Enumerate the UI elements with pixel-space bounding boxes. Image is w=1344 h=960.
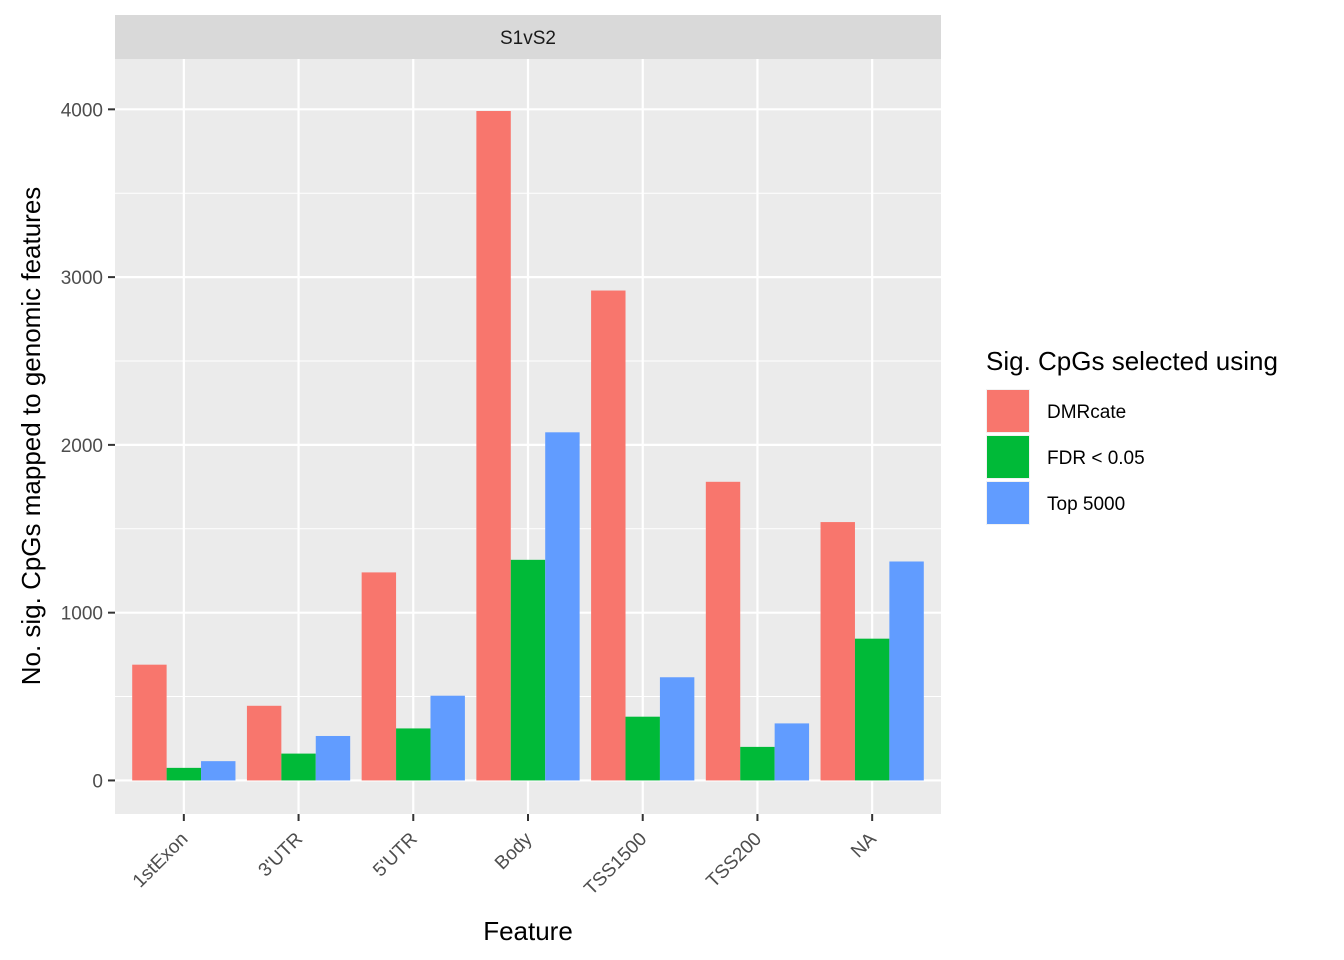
legend-key (987, 390, 1029, 432)
y-tick-label: 4000 (61, 100, 103, 121)
bar (705, 481, 741, 781)
x-tick-label: 1stExon (129, 829, 192, 892)
bar (740, 746, 775, 781)
bar (315, 735, 351, 781)
bar (774, 723, 810, 781)
y-axis-title: No. sig. CpGs mapped to genomic features (16, 187, 46, 686)
y-axis: 0 1000 2000 3000 4000 (61, 100, 115, 792)
y-tick-label: 3000 (61, 268, 103, 289)
bar (476, 111, 511, 781)
y-tick-label: 0 (92, 771, 103, 792)
bar (396, 728, 431, 781)
x-tick-label: 5'UTR (369, 829, 422, 882)
strip-background (115, 15, 941, 59)
x-tick-label: 3'UTR (255, 829, 308, 882)
bar (281, 753, 316, 781)
bar (246, 705, 282, 781)
bar (625, 716, 660, 781)
y-tick-label: 2000 (61, 436, 103, 457)
x-tick-label: Body (491, 828, 537, 874)
legend-key (987, 482, 1029, 524)
bar (166, 767, 202, 781)
bars (132, 111, 924, 781)
bar (132, 664, 167, 781)
bar (545, 432, 580, 781)
y-tick-label: 1000 (61, 604, 103, 625)
facet-strip-label: S1vS2 (500, 28, 556, 49)
bar (510, 559, 546, 781)
legend-label: Top 5000 (1047, 494, 1125, 515)
x-axis-title: Feature (483, 916, 573, 946)
bar (591, 290, 626, 781)
legend-label: FDR < 0.05 (1047, 448, 1145, 469)
x-tick-label: TSS1500 (580, 829, 651, 900)
legend-key (987, 436, 1029, 478)
legend-label: DMRcate (1047, 402, 1126, 423)
x-tick-label: TSS200 (703, 829, 766, 892)
x-tick-label: NA (847, 828, 881, 862)
bar (820, 522, 855, 781)
bar (659, 677, 695, 781)
bar (430, 695, 465, 781)
legend: Sig. CpGs selected using DMRcate FDR < 0.… (986, 346, 1278, 525)
bar (361, 572, 397, 781)
x-axis: 1stExon 3'UTR 5'UTR Body TSS1500 TSS200 NA (129, 814, 881, 900)
legend-title: Sig. CpGs selected using (986, 346, 1278, 376)
bar (201, 761, 236, 781)
bar (854, 638, 890, 781)
bar (889, 561, 924, 781)
